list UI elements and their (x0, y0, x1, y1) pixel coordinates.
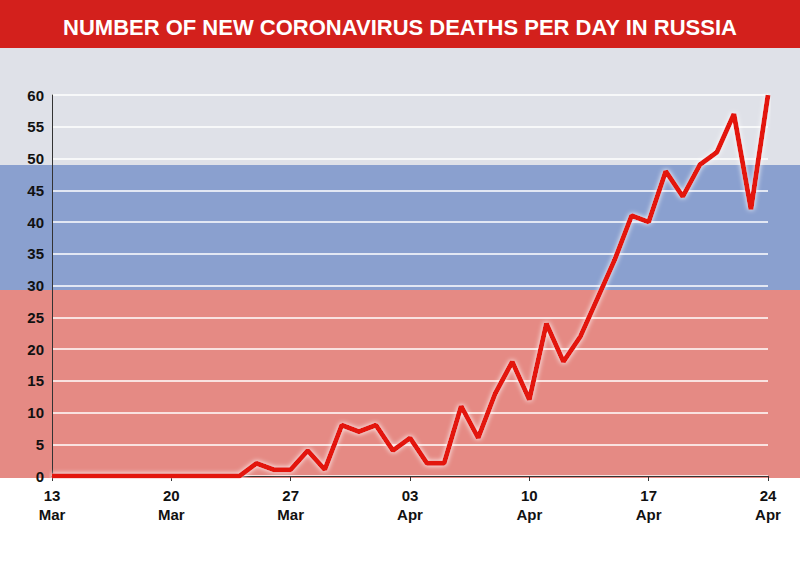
svg-text:55: 55 (27, 118, 44, 135)
svg-text:13: 13 (44, 487, 61, 504)
svg-text:Apr: Apr (636, 506, 662, 523)
svg-text:25: 25 (27, 309, 44, 326)
svg-text:Apr: Apr (516, 506, 542, 523)
svg-text:5: 5 (36, 436, 44, 453)
svg-text:NUMBER OF NEW CORONAVIRUS DEAT: NUMBER OF NEW CORONAVIRUS DEATHS PER DAY… (63, 15, 737, 40)
svg-text:27: 27 (282, 487, 299, 504)
svg-text:40: 40 (27, 214, 44, 231)
svg-text:24: 24 (760, 487, 777, 504)
svg-text:50: 50 (27, 150, 44, 167)
svg-text:20: 20 (27, 341, 44, 358)
svg-text:Mar: Mar (158, 506, 185, 523)
svg-text:10: 10 (27, 404, 44, 421)
svg-text:10: 10 (521, 487, 538, 504)
svg-text:Apr: Apr (397, 506, 423, 523)
svg-text:20: 20 (163, 487, 180, 504)
svg-text:Mar: Mar (277, 506, 304, 523)
svg-text:60: 60 (27, 87, 44, 104)
svg-text:35: 35 (27, 245, 44, 262)
svg-text:Apr: Apr (755, 506, 781, 523)
svg-text:45: 45 (27, 182, 44, 199)
svg-text:15: 15 (27, 372, 44, 389)
svg-text:0: 0 (36, 468, 44, 485)
svg-text:17: 17 (640, 487, 657, 504)
svg-text:30: 30 (27, 277, 44, 294)
svg-text:03: 03 (402, 487, 419, 504)
svg-text:Mar: Mar (39, 506, 66, 523)
